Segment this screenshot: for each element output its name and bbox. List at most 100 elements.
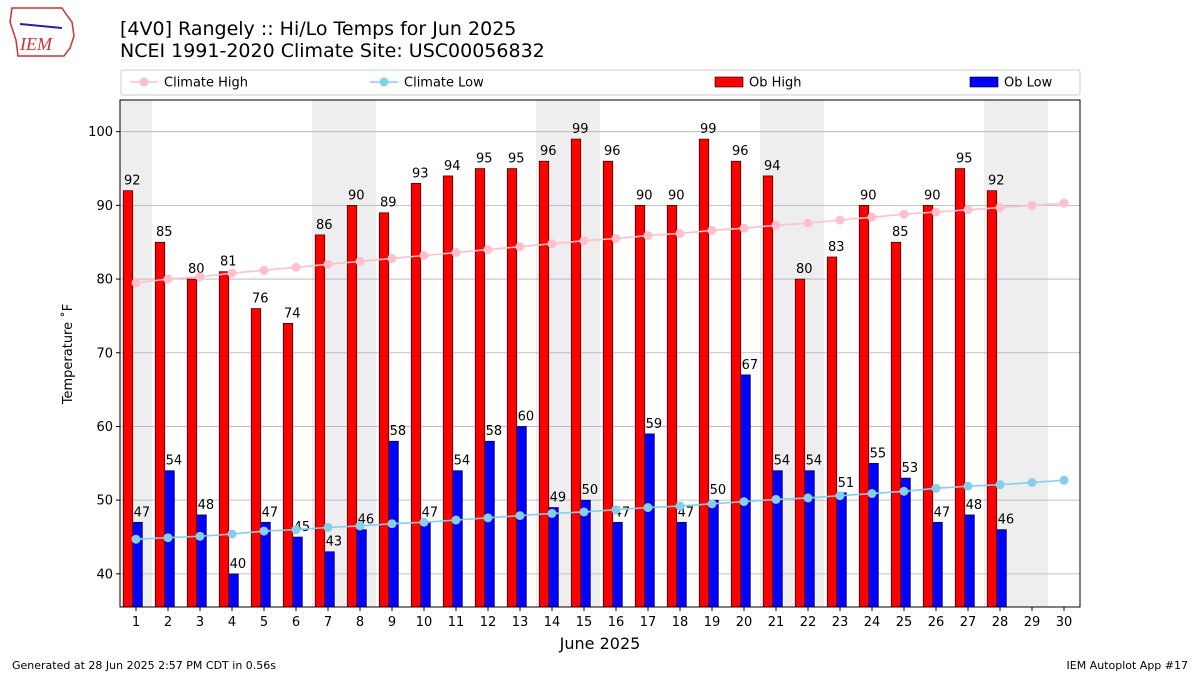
- data-label: 85: [892, 225, 909, 240]
- point: [355, 521, 365, 531]
- point: [163, 274, 173, 284]
- point: [579, 236, 589, 246]
- bar: [580, 499, 591, 608]
- y-tick-label: 90: [96, 199, 113, 214]
- logo-line: [19, 23, 63, 29]
- point: [899, 209, 909, 219]
- point: [867, 212, 877, 222]
- point: [675, 228, 685, 238]
- point: [419, 250, 429, 260]
- bar: [708, 499, 719, 608]
- x-tick-label: 25: [896, 615, 913, 630]
- bar: [570, 138, 582, 608]
- bar: [548, 507, 559, 608]
- bar: [900, 477, 911, 608]
- bar: [996, 529, 1007, 608]
- bar: [794, 278, 806, 608]
- data-label: 95: [476, 152, 493, 167]
- point: [131, 278, 141, 288]
- y-tick-label: 60: [96, 420, 113, 435]
- x-tick-label: 8: [356, 615, 364, 630]
- point: [259, 265, 269, 275]
- data-label: 96: [732, 144, 749, 159]
- data-label: 50: [710, 483, 727, 498]
- x-tick-label: 27: [960, 615, 977, 630]
- point: [195, 531, 205, 541]
- data-label: 58: [390, 424, 407, 439]
- x-tick-label: 3: [196, 615, 204, 630]
- x-tick-label: 1: [132, 615, 140, 630]
- point: [483, 245, 493, 255]
- point: [963, 481, 973, 491]
- point: [867, 489, 877, 499]
- bar: [324, 551, 335, 608]
- point: [643, 503, 653, 513]
- bar: [964, 514, 975, 608]
- bar: [772, 470, 783, 608]
- point: [387, 519, 397, 529]
- line: [135, 479, 1065, 541]
- data-label: 58: [486, 424, 503, 439]
- point: [579, 507, 589, 517]
- point: [931, 483, 941, 493]
- x-tick-label: 10: [416, 615, 433, 630]
- data-label: 48: [966, 498, 983, 513]
- bar: [634, 205, 646, 608]
- data-label: 47: [262, 505, 279, 520]
- footer-right: IEM Autoplot App #17: [1067, 659, 1189, 672]
- bar: [602, 160, 614, 608]
- data-label: 54: [454, 454, 471, 469]
- data-label: 94: [444, 159, 461, 174]
- data-label: 96: [604, 144, 621, 159]
- point: [835, 215, 845, 225]
- point: [611, 505, 621, 515]
- line: [135, 202, 1065, 284]
- data-label: 59: [646, 417, 663, 432]
- point: [323, 259, 333, 269]
- x-tick-label: 24: [864, 615, 881, 630]
- x-tick-label: 5: [260, 615, 268, 630]
- data-label: 74: [284, 306, 301, 321]
- bar: [836, 492, 847, 608]
- data-label: 85: [156, 225, 173, 240]
- x-tick-label: 30: [1056, 615, 1073, 630]
- data-label: 90: [668, 188, 685, 203]
- bar: [826, 256, 838, 608]
- data-label: 94: [764, 159, 781, 174]
- data-label: 83: [828, 240, 845, 255]
- bar: [154, 241, 166, 608]
- data-label: 46: [998, 513, 1015, 528]
- bar: [420, 521, 431, 608]
- x-tick-label: 18: [672, 615, 689, 630]
- data-label: 47: [422, 505, 439, 520]
- point: [1027, 477, 1037, 487]
- bar: [986, 190, 998, 608]
- y-tick-label: 70: [96, 346, 113, 361]
- data-label: 40: [230, 557, 247, 572]
- point: [323, 522, 333, 532]
- data-label: 92: [988, 174, 1005, 189]
- bar: [890, 241, 902, 608]
- point: [995, 203, 1005, 213]
- bar: [868, 463, 879, 608]
- logo-outline: [9, 7, 75, 57]
- data-label: 90: [924, 188, 941, 203]
- bar: [292, 536, 303, 608]
- bar: [698, 138, 710, 608]
- bar: [346, 205, 358, 608]
- bar: [228, 573, 239, 608]
- x-tick-label: 26: [928, 615, 945, 630]
- bar: [612, 521, 623, 608]
- legend-swatch: [969, 76, 999, 88]
- data-label: 93: [412, 166, 429, 181]
- point: [419, 517, 429, 527]
- point: [995, 480, 1005, 490]
- y-axis-label: Temperature ˚F: [60, 304, 76, 405]
- point: [131, 534, 141, 544]
- bar: [954, 168, 966, 608]
- legend-label: Ob High: [749, 76, 802, 91]
- data-label: 96: [540, 144, 557, 159]
- data-label: 47: [134, 505, 151, 520]
- bar: [858, 205, 870, 608]
- point: [1059, 475, 1069, 485]
